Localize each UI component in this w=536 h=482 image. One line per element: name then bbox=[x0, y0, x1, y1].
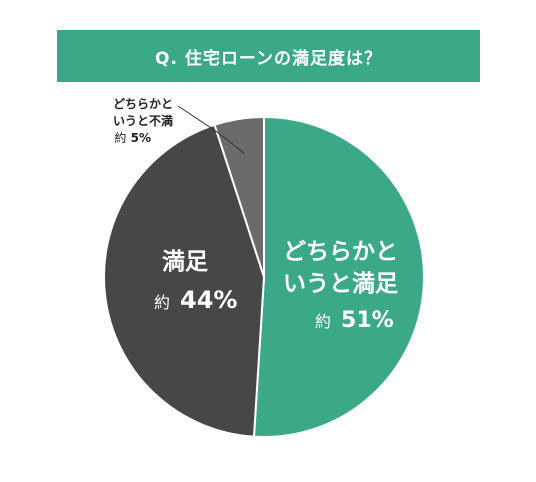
slice-label-somewhat-dissatisfied-line2: いうと不満 bbox=[112, 114, 173, 128]
slice-label-satisfied: 満足 約 44% bbox=[154, 246, 237, 319]
slice-value-number: 51% bbox=[341, 308, 394, 333]
slice-value-somewhat-satisfied: 約 51% bbox=[283, 304, 398, 338]
slice-value-number: 5% bbox=[130, 131, 151, 145]
title-banner: Q. 住宅ローンの満足度は？ bbox=[57, 30, 480, 82]
slice-value-prefix: 約 bbox=[315, 312, 332, 331]
slice-value-somewhat-dissatisfied: 約 5% bbox=[99, 130, 173, 147]
slice-value-number: 44% bbox=[180, 286, 238, 314]
slice-value-prefix: 約 bbox=[154, 293, 171, 312]
slice-label-somewhat-satisfied: どちらかと いうと満足 約 51% bbox=[283, 236, 398, 338]
slice-value-prefix: 約 bbox=[114, 131, 127, 145]
slice-label-somewhat-satisfied-line2: いうと満足 bbox=[283, 271, 398, 297]
pie-slice-satisfied bbox=[103, 123, 266, 438]
slice-label-satisfied-line1: 満足 bbox=[162, 249, 208, 275]
slice-label-somewhat-dissatisfied-line1: どちらかと bbox=[112, 97, 173, 111]
pie-slice-somewhat-satisfied bbox=[252, 115, 426, 438]
pie-slice-somewhat-dissatisfied bbox=[213, 115, 265, 278]
slice-label-somewhat-dissatisfied: どちらかと いうと不満 約 5% bbox=[99, 96, 173, 147]
chart-title: Q. 住宅ローンの満足度は？ bbox=[155, 48, 382, 69]
leader-line bbox=[177, 105, 245, 154]
slice-label-somewhat-satisfied-line1: どちらかと bbox=[283, 239, 398, 265]
slice-value-satisfied: 約 44% bbox=[154, 284, 237, 319]
